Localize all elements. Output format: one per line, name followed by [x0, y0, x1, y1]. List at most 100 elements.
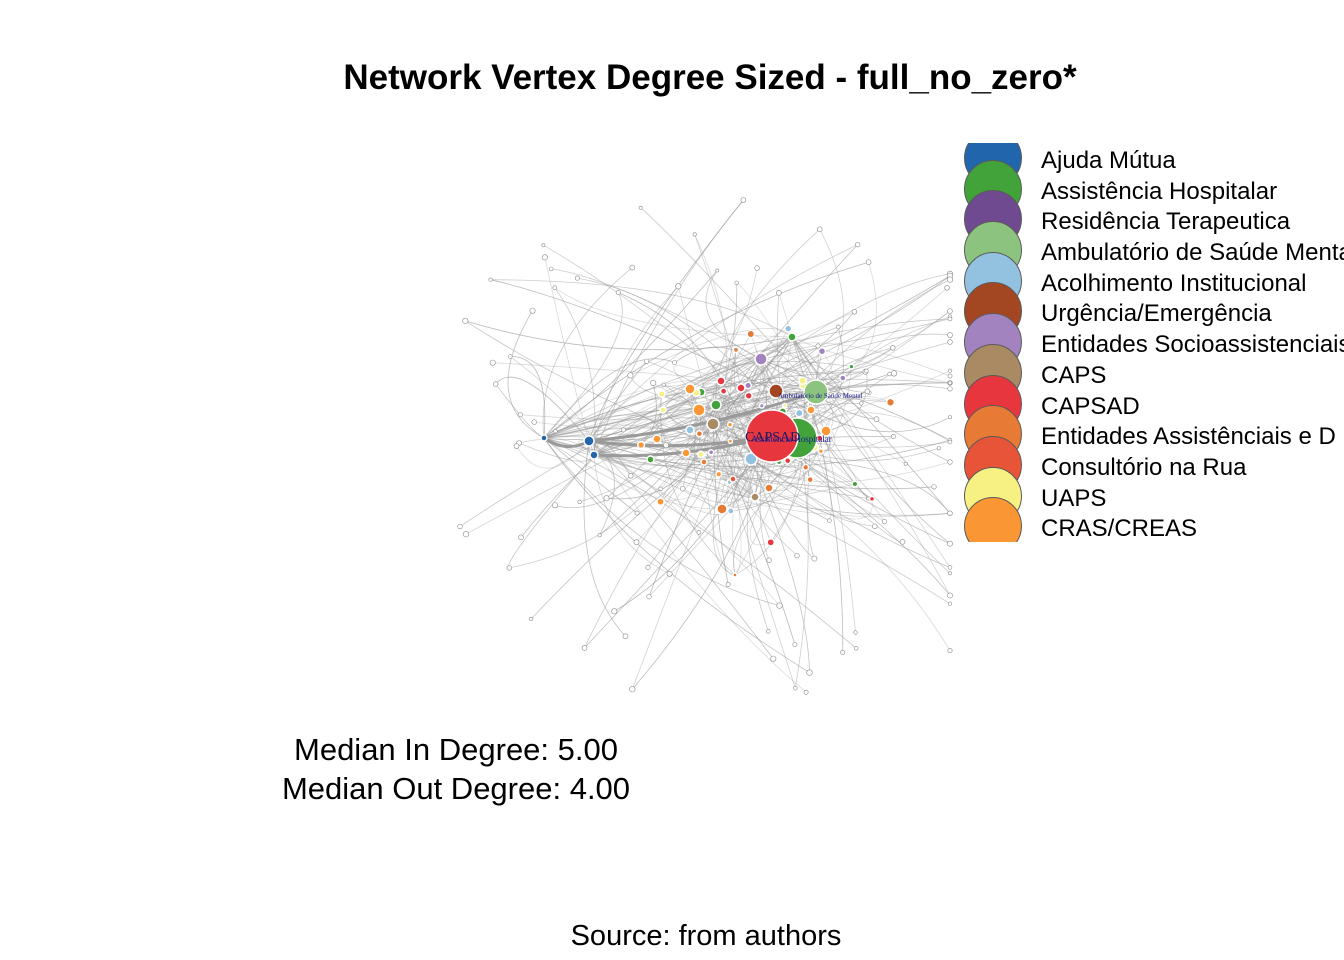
network-edge: [775, 390, 951, 433]
network-node: [734, 280, 739, 285]
network-edge: [712, 423, 796, 689]
network-node: [947, 601, 953, 606]
network-node: [766, 537, 776, 547]
network-edge: [760, 347, 894, 373]
network-edge: [815, 229, 844, 393]
legend-label: Entidades Assistênciais e D: [1041, 423, 1336, 451]
network-edge: [593, 268, 758, 456]
network-node: [726, 507, 735, 515]
network-edge: [750, 438, 820, 479]
network-node: [806, 669, 813, 676]
network-node: [776, 602, 783, 609]
network-edge: [736, 282, 817, 393]
network-edge: [465, 404, 717, 535]
network-edge: [750, 458, 810, 673]
network-node: [541, 243, 546, 248]
network-node: [820, 425, 832, 437]
network-edge: [689, 385, 749, 436]
network-node: [646, 455, 655, 464]
network-node: [851, 480, 859, 488]
network-edge: [721, 391, 817, 510]
network-node: [947, 592, 953, 599]
network-edge: [807, 391, 817, 559]
network-node: [732, 346, 740, 354]
network-edge: [543, 292, 623, 439]
network-node: [540, 434, 548, 442]
network-node: [529, 307, 536, 314]
network-edge: [750, 458, 951, 483]
network-edge: [726, 349, 737, 480]
network-node: [947, 316, 953, 322]
network-node: [840, 649, 846, 655]
network-node: [696, 530, 702, 535]
network-node: [508, 354, 513, 359]
network-node: [725, 582, 731, 587]
network-edge: [648, 437, 798, 597]
legend-label: Assistência Hospitalar: [1041, 177, 1278, 205]
network-edge: [712, 423, 798, 556]
network-edge: [650, 433, 700, 451]
degree-stats: Median In Degree: 5.00 Median Out Degree…: [236, 730, 676, 808]
network-node: [855, 242, 861, 248]
network-node: [684, 383, 696, 395]
network-node: [885, 397, 896, 407]
legend-item-ambulatorio: Ambulatório de Saúde Mental: [962, 221, 1344, 280]
network-node: [765, 628, 771, 634]
network-node: [770, 655, 777, 662]
network-node: [727, 438, 734, 444]
network-edge: [584, 336, 793, 649]
network-node: [946, 276, 954, 283]
network-edge: [771, 435, 951, 596]
network-node: [794, 552, 800, 559]
network-edge: [749, 487, 771, 546]
network-node: [548, 266, 554, 272]
network-node: [931, 484, 937, 490]
network-node: [745, 409, 799, 463]
network-node: [890, 370, 898, 377]
network-node: [628, 473, 634, 479]
network-edge: [682, 458, 752, 504]
network-edge: [593, 439, 730, 483]
network-node: [597, 533, 602, 538]
network-node: [697, 450, 705, 459]
network-edge: [551, 268, 762, 360]
network-node: [947, 339, 953, 345]
network-edge: [543, 437, 780, 606]
legend: Ajuda Mútua Assistência Hospitalar Resid…: [962, 143, 1344, 542]
network-node: [457, 523, 463, 530]
network-edge: [588, 440, 951, 605]
network-edge: [715, 333, 951, 406]
legend-label: CAPS: [1041, 361, 1107, 389]
network-node: [887, 371, 892, 377]
network-edges: [459, 199, 951, 693]
network-node: [811, 555, 818, 562]
network-edge: [719, 336, 793, 511]
network-edge: [543, 391, 817, 439]
network-edge: [698, 377, 843, 411]
network-edge: [516, 440, 590, 469]
network-node: [936, 446, 941, 451]
network-edge: [705, 270, 762, 360]
network-node: [794, 408, 804, 418]
network-edge: [543, 318, 951, 439]
network-edge: [712, 440, 736, 576]
network-node: [848, 363, 855, 370]
network-node: [803, 379, 829, 405]
network-edge: [720, 380, 806, 468]
network-node: [700, 458, 708, 466]
network-node: [817, 346, 827, 356]
network-edge: [673, 365, 722, 390]
network-node: [645, 564, 651, 570]
network-edge: [554, 287, 596, 456]
network-node: [517, 412, 523, 418]
network-edge: [593, 392, 697, 456]
legend-item-consultorio-na-rua: Consultório na Rua: [962, 435, 1344, 494]
network-node: [615, 290, 621, 296]
network-node: [802, 463, 810, 471]
network-edge: [791, 336, 856, 633]
network-node: [732, 572, 738, 578]
source-caption: Source: from authors: [570, 920, 842, 952]
network-edge: [660, 394, 736, 576]
network-edge: [490, 279, 793, 338]
